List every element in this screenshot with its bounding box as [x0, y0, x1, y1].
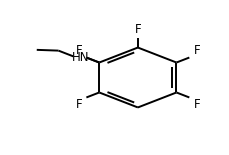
Text: F: F	[193, 98, 199, 111]
Text: F: F	[75, 98, 82, 111]
Text: HN: HN	[71, 51, 89, 64]
Text: F: F	[193, 44, 199, 57]
Text: F: F	[75, 44, 82, 57]
Text: F: F	[134, 23, 141, 36]
